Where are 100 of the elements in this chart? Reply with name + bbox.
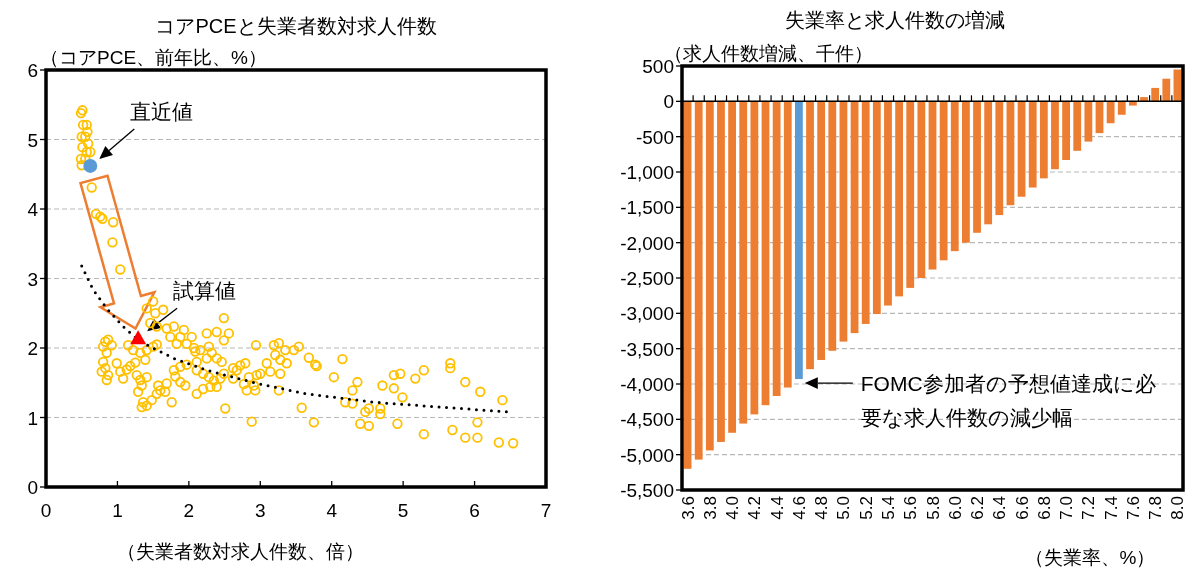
y-tick-label: -5,000 — [620, 444, 674, 466]
y-tick-label: 6 — [27, 60, 38, 81]
bar — [1117, 101, 1126, 115]
x-tick-label: 6.4 — [990, 496, 1010, 520]
x-tick-label: 4.0 — [723, 496, 743, 520]
bar — [872, 101, 881, 315]
bar — [1017, 101, 1026, 197]
bar — [1084, 101, 1093, 142]
x-tick-label: 4.4 — [767, 496, 787, 520]
bar — [1162, 78, 1171, 102]
bar — [928, 101, 937, 270]
y-tick-label: -5,500 — [620, 480, 674, 501]
x-tick-label: 6 — [469, 500, 480, 521]
bar — [861, 101, 870, 324]
x-tick-label: 6.0 — [945, 496, 965, 520]
y-tick-label: 5 — [27, 129, 38, 151]
y-tick-label: -2,500 — [620, 268, 674, 289]
y-tick-label: -3,500 — [620, 338, 674, 360]
y-tick-label: -1,500 — [620, 197, 674, 219]
bar — [694, 101, 703, 460]
x-tick-label: 7.6 — [1123, 496, 1143, 520]
y-tick-label: 1 — [27, 407, 38, 429]
bar — [962, 101, 970, 243]
x-tick-label: 4.6 — [789, 496, 809, 520]
x-tick-label: 3.6 — [678, 496, 698, 520]
annotation: 試算値 — [173, 279, 237, 303]
x-tick-label: 5 — [397, 500, 409, 521]
bar — [917, 101, 926, 278]
y-tick-label: 3 — [27, 268, 38, 290]
bar — [839, 101, 848, 342]
bar — [728, 101, 736, 433]
bar — [817, 101, 826, 360]
x-tick-label: 0 — [40, 500, 52, 521]
x-axis-title: （失業率、%） — [1024, 547, 1156, 568]
bar — [939, 101, 948, 261]
bar — [950, 101, 959, 252]
bar — [850, 101, 859, 334]
annotation: FOMC参加者の予想値達成に必要な求人件数の減少幅 — [860, 372, 1156, 430]
x-tick-label: 8.0 — [1168, 496, 1186, 520]
x-tick-label: 4 — [326, 500, 338, 521]
bar — [984, 101, 993, 225]
bar — [683, 101, 692, 469]
x-tick-label: 3.8 — [700, 496, 720, 520]
y-tick-label: -1,000 — [620, 162, 674, 183]
bar — [1151, 87, 1160, 102]
y-axis-title: （コアPCE、前年比、%） — [40, 47, 267, 68]
bar — [884, 101, 892, 306]
bar — [895, 101, 903, 297]
bar — [705, 101, 714, 451]
bar — [739, 101, 748, 424]
y-tick-label: 4 — [27, 199, 39, 220]
y-tick-label: -3,000 — [620, 303, 674, 325]
y-tick-label: 0 — [663, 91, 674, 113]
y-tick-label: -4,500 — [620, 409, 674, 431]
y-tick-label: -2,000 — [620, 232, 674, 254]
annotation: 直近値 — [130, 99, 194, 123]
y-tick-label: -500 — [635, 126, 674, 148]
x-tick-label: 5.4 — [878, 496, 898, 520]
x-tick-label: 5.8 — [923, 496, 943, 520]
x-tick-label: 3 — [255, 500, 266, 521]
bar — [906, 101, 915, 288]
bar — [806, 101, 814, 370]
bar — [1028, 101, 1037, 188]
bar — [995, 101, 1004, 216]
x-tick-label: 4.2 — [745, 496, 765, 520]
x-tick-label: 5.6 — [901, 496, 921, 520]
bar — [828, 101, 837, 351]
x-tick-label: 6.2 — [968, 496, 988, 520]
x-tick-label: 5.0 — [834, 496, 854, 520]
chart-title: コアPCEと失業者数対求人件数 — [155, 15, 437, 37]
bar — [1073, 101, 1082, 151]
x-tick-label: 2 — [183, 500, 195, 521]
bar — [1051, 101, 1059, 170]
x-tick-label: 4.8 — [812, 496, 832, 520]
chart-title: 失業率と求人件数の増減 — [785, 9, 1005, 31]
x-tick-label: 5.2 — [856, 496, 876, 520]
x-tick-label: 6.8 — [1034, 496, 1054, 520]
bar — [795, 101, 803, 380]
x-tick-label: 1 — [112, 500, 123, 521]
x-axis-title: （失業者数対求人件数、倍） — [116, 541, 364, 562]
line-series — [80, 264, 511, 414]
x-tick-label: 7.4 — [1101, 496, 1121, 520]
x-tick-label: 7.2 — [1079, 496, 1099, 520]
bar — [750, 101, 759, 415]
bar — [1039, 101, 1048, 179]
y-tick-label: 2 — [27, 338, 38, 359]
bar — [1062, 101, 1070, 160]
y-tick-label: 0 — [27, 477, 38, 498]
bar — [1106, 101, 1115, 124]
bar — [973, 101, 981, 233]
y-tick-label: -4,000 — [620, 374, 674, 395]
bar — [783, 101, 792, 388]
x-tick-label: 7.8 — [1146, 496, 1166, 520]
bar — [717, 101, 725, 442]
x-tick-label: 7.0 — [1057, 496, 1077, 520]
x-tick-label: 6.6 — [1012, 496, 1032, 520]
bar — [761, 101, 770, 406]
x-tick-label: 7 — [540, 500, 552, 521]
bar — [772, 101, 781, 397]
bar — [1140, 97, 1148, 102]
